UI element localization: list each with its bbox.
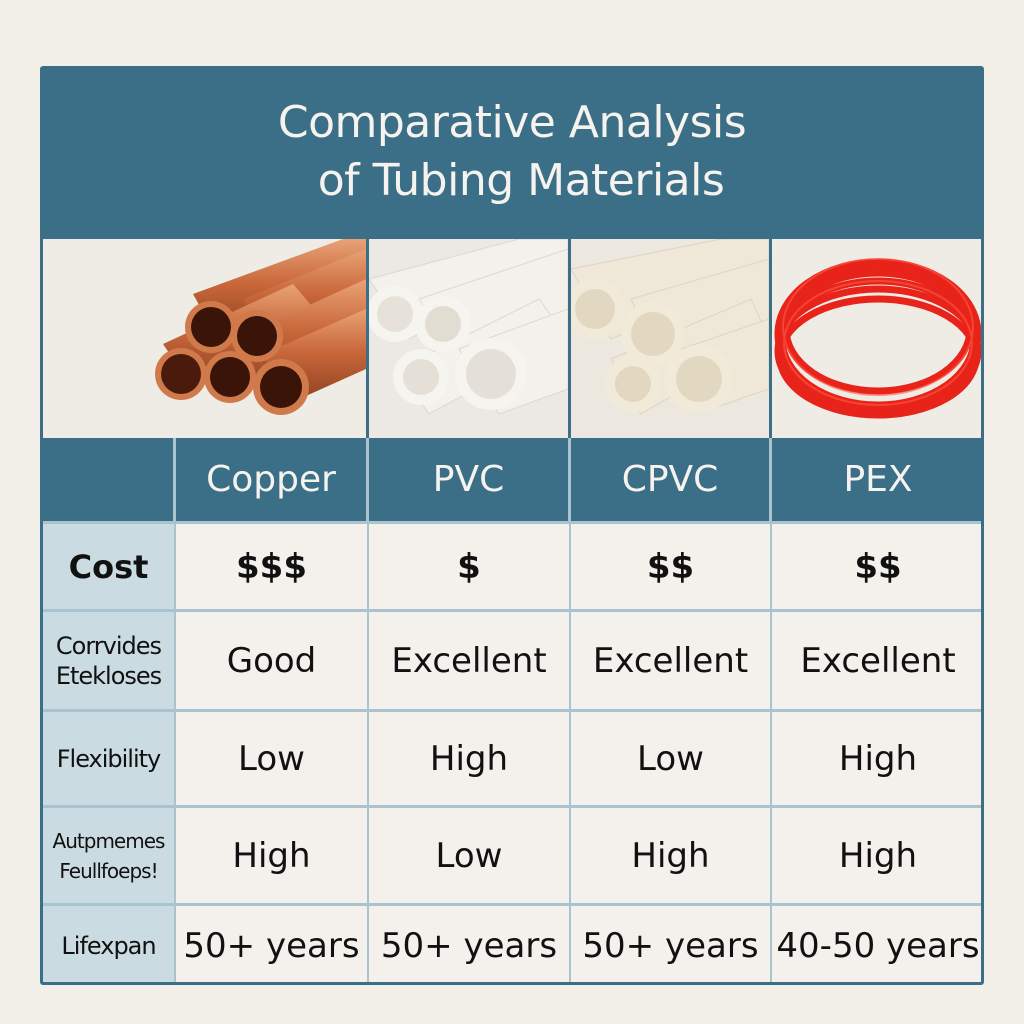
cell-cost-pex: $$ <box>772 521 981 609</box>
cell-flexibility-copper: Low <box>176 709 369 805</box>
cell-cost-pvc: $ <box>369 521 571 609</box>
comparison-table-card: Comparative Analysis of Tubing Materials <box>40 66 984 985</box>
table-header-row: Copper PVC CPVC PEX <box>43 438 981 521</box>
cell-temperature-pvc: Low <box>369 805 571 903</box>
row-label-corrosion-line2: Etekloses <box>55 661 162 690</box>
column-header-copper: Copper <box>176 438 369 521</box>
table-row-cost: Cost $$$ $ $$ $$ <box>43 521 981 609</box>
cell-corrosion-copper: Good <box>176 609 369 709</box>
table-row-corrosion: Corrvides Etekloses Good Excellent Excel… <box>43 609 981 709</box>
copper-pipes-image <box>43 239 366 438</box>
table-row-flexibility: Flexibility Low High Low High <box>43 709 981 805</box>
row-label-temperature-line2: Feullfoeps! <box>59 858 158 883</box>
cell-flexibility-cpvc: Low <box>571 709 772 805</box>
cell-cost-cpvc: $$ <box>571 521 772 609</box>
pex-coil-icon <box>772 239 981 438</box>
cell-temperature-cpvc: High <box>571 805 772 903</box>
pex-coil-image <box>772 239 981 438</box>
cell-temperature-pex: High <box>772 805 981 903</box>
row-label-corrosion: Corrvides Etekloses <box>43 609 176 709</box>
cell-lifespan-pex: 40-50 years <box>772 903 981 982</box>
column-header-cpvc: CPVC <box>571 438 772 521</box>
header-corner-cell <box>43 438 176 521</box>
cell-lifespan-copper: 50+ years <box>176 903 369 982</box>
cpvc-pipes-icon <box>571 239 769 438</box>
table-row-temperature: Autpmemes Feullfoeps! High Low High High <box>43 805 981 903</box>
row-label-lifespan: Lifexpan <box>43 903 176 982</box>
cell-corrosion-pex: Excellent <box>772 609 981 709</box>
column-header-pvc: PVC <box>369 438 571 521</box>
cpvc-pipes-image <box>571 239 769 438</box>
cell-cost-copper: $$$ <box>176 521 369 609</box>
row-label-temperature: Autpmemes Feullfoeps! <box>43 805 176 903</box>
cell-lifespan-cpvc: 50+ years <box>571 903 772 982</box>
cell-flexibility-pex: High <box>772 709 981 805</box>
row-label-corrosion-line1: Corrvides <box>55 631 162 660</box>
cell-lifespan-pvc: 50+ years <box>369 903 571 982</box>
page-title-line-2: of Tubing Materials <box>317 155 725 206</box>
pvc-pipes-icon <box>369 239 568 438</box>
row-label-temperature-line1: Autpmemes <box>52 828 166 853</box>
pvc-pipes-image <box>369 239 568 438</box>
row-label-cost: Cost <box>43 521 176 609</box>
copper-pipes-icon <box>43 239 366 438</box>
row-label-flexibility: Flexibility <box>43 709 176 805</box>
cell-temperature-copper: High <box>176 805 369 903</box>
table-row-lifespan: Lifexpan 50+ years 50+ years 50+ years 4… <box>43 903 981 982</box>
material-images-row <box>43 235 981 438</box>
cell-flexibility-pvc: High <box>369 709 571 805</box>
cell-corrosion-pvc: Excellent <box>369 609 571 709</box>
cell-corrosion-cpvc: Excellent <box>571 609 772 709</box>
page-title-line-1: Comparative Analysis <box>277 97 747 148</box>
title-band: Comparative Analysis of Tubing Materials <box>43 69 981 235</box>
column-header-pex: PEX <box>772 438 981 521</box>
